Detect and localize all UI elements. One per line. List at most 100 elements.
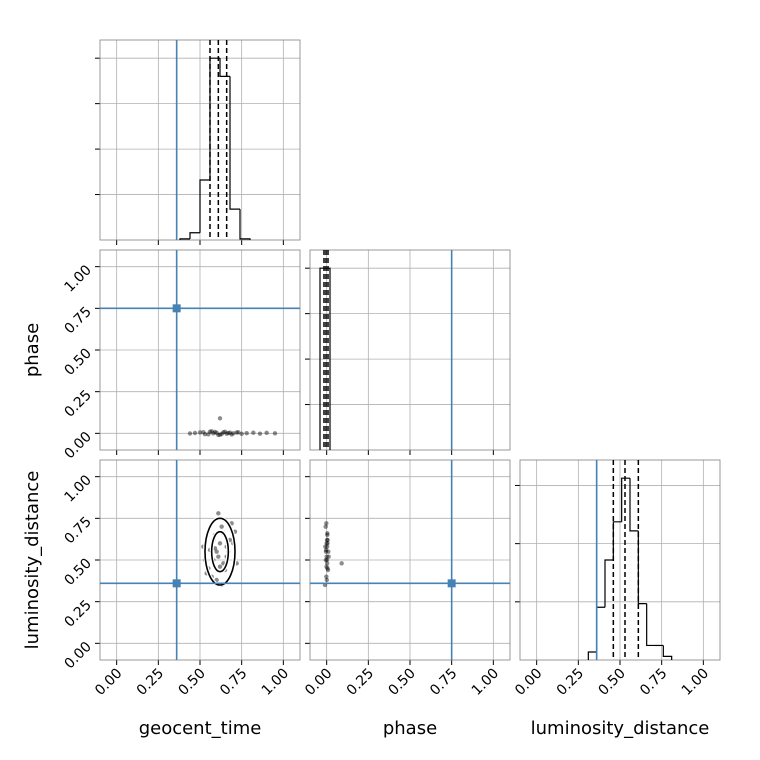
sample-point — [236, 430, 241, 435]
histogram-bin — [189, 232, 200, 239]
y-axis-label: luminosity_distance — [22, 471, 43, 650]
y-tick-label: 0.50 — [61, 556, 94, 589]
sample-point — [324, 574, 329, 579]
x-tick-label: 0.25 — [134, 666, 167, 699]
sample-point — [326, 549, 331, 554]
plot-area — [100, 460, 300, 660]
y-tick-label: 0.00 — [61, 639, 94, 672]
x-tick-label: 0.25 — [344, 666, 377, 699]
sample-point — [323, 544, 328, 549]
sample-point — [219, 524, 224, 529]
x-tick-label: 0.00 — [302, 666, 335, 699]
sample-point — [324, 554, 329, 559]
sample-point — [324, 544, 330, 549]
histogram-bin — [199, 179, 210, 233]
sample-point — [325, 531, 330, 536]
sample-point — [221, 430, 226, 435]
sample-point — [244, 430, 249, 436]
x-axis-label: phase — [383, 718, 437, 739]
sample-point — [339, 561, 344, 566]
sample-point — [217, 541, 223, 546]
x-tick-label: 0.75 — [637, 666, 670, 699]
histogram-bin — [637, 530, 647, 605]
y-tick-label: 0.25 — [61, 387, 94, 420]
y-tick-label: 1.00 — [61, 472, 94, 505]
y-tick-label: 0.00 — [61, 429, 94, 462]
sample-point — [231, 431, 236, 436]
sample-point — [214, 430, 219, 436]
sample-point — [251, 430, 256, 435]
y-tick-label: 1.00 — [61, 262, 94, 295]
histogram-bin — [596, 606, 605, 652]
panel — [305, 249, 511, 455]
sample-point — [219, 431, 224, 437]
x-tick-label: 0.25 — [554, 666, 587, 699]
histogram-bin — [629, 478, 639, 532]
sample-point — [217, 564, 223, 569]
sample-point — [216, 432, 221, 438]
sample-point — [324, 541, 329, 546]
truth-marker — [172, 304, 181, 313]
sample-point — [325, 541, 330, 546]
sample-point — [207, 429, 213, 434]
sample-point — [197, 430, 203, 435]
x-tick-label: 0.00 — [92, 666, 125, 699]
y-tick-label: 0.50 — [61, 346, 94, 379]
x-tick-label: 0.50 — [595, 666, 628, 699]
sample-point — [326, 554, 331, 559]
sample-point — [212, 546, 218, 551]
histogram-bin — [219, 58, 230, 77]
x-axis-label: luminosity_distance — [531, 718, 710, 739]
sample-point — [323, 557, 329, 563]
histogram-bin — [319, 267, 331, 450]
sample-point — [324, 557, 330, 563]
axes-frame — [519, 459, 721, 661]
sample-point — [227, 430, 233, 435]
y-tick-label: 0.75 — [61, 304, 94, 337]
axes-frame — [309, 459, 511, 661]
sample-point — [226, 430, 231, 436]
panel — [95, 39, 301, 245]
sample-point — [325, 567, 331, 573]
histogram-bin — [646, 603, 655, 647]
panel: 0.00 0.25 0.50 0.75 1.00 phase — [22, 249, 301, 462]
x-tick-label: 0.00 — [512, 666, 545, 699]
x-tick-label: 0.50 — [385, 666, 418, 699]
histogram-bin — [239, 209, 251, 240]
sample-point — [272, 431, 278, 436]
axes-frame — [99, 249, 301, 451]
histogram-bin — [587, 651, 597, 660]
sample-point — [206, 432, 211, 437]
truth-marker — [172, 579, 181, 588]
x-tick-label: 1.00 — [679, 666, 712, 699]
sample-point — [201, 429, 206, 435]
y-axis-label: phase — [22, 323, 43, 377]
axes-frame — [99, 39, 301, 241]
sample-point — [239, 431, 244, 437]
x-tick-label: 1.00 — [469, 666, 502, 699]
plot-area — [587, 460, 673, 660]
sample-point — [217, 432, 223, 437]
y-tick-label: 0.75 — [61, 514, 94, 547]
x-axis-label: geocent_time — [139, 718, 262, 739]
sample-point — [192, 430, 198, 436]
sample-point — [325, 537, 330, 543]
sample-point — [324, 577, 330, 583]
sample-point — [229, 432, 234, 437]
histogram-bin — [662, 645, 673, 660]
sample-point — [324, 564, 329, 569]
sample-point — [234, 430, 239, 435]
sample-point — [325, 532, 330, 538]
sample-point — [324, 537, 330, 543]
plot-area — [310, 460, 510, 660]
y-tick-label: 0.25 — [61, 597, 94, 630]
sample-point — [324, 521, 329, 526]
sample-point — [325, 566, 330, 571]
sample-point — [216, 511, 221, 516]
sample-point — [264, 430, 269, 436]
sample-point — [224, 431, 229, 436]
truth-marker — [447, 579, 456, 588]
sample-point — [209, 429, 214, 434]
